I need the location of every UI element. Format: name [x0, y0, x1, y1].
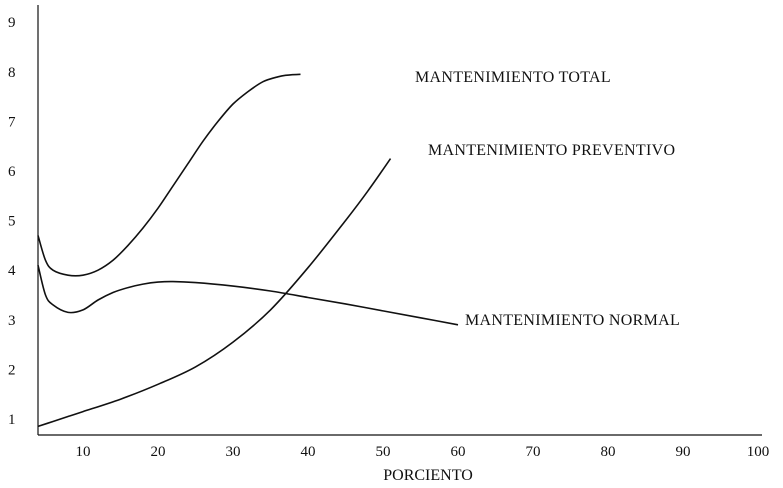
x-axis: 10 20 30 40 50 60 70 80 90 100 [38, 434, 770, 460]
y-tick-label: 7 [8, 114, 16, 130]
y-tick-label: 9 [8, 15, 16, 31]
y-tick-label: 8 [8, 65, 16, 81]
x-tick-label: 60 [451, 444, 466, 460]
series-line-mantenimiento-normal [37, 264, 459, 326]
x-tick-label: 100 [747, 444, 770, 460]
y-tick-label: 3 [8, 313, 16, 329]
series-label-mantenimiento-normal: MANTENIMIENTO NORMAL [465, 312, 680, 329]
x-tick-label: 90 [676, 444, 691, 460]
series-label-mantenimiento-preventivo: MANTENIMIENTO PREVENTIVO [428, 142, 675, 159]
y-tick-label: 6 [8, 164, 16, 180]
series-label-mantenimiento-total: MANTENIMIENTO TOTAL [415, 69, 611, 86]
x-tick-label: 70 [526, 444, 541, 460]
y-axis: 1 2 3 4 5 6 7 8 9 [8, 5, 39, 435]
x-tick-label: 10 [76, 444, 91, 460]
x-tick-label: 30 [226, 444, 241, 460]
x-tick-label: 40 [301, 444, 316, 460]
x-axis-label: PORCIENTO [383, 467, 473, 484]
y-tick-label: 1 [8, 412, 16, 428]
series-labels: MANTENIMIENTO TOTAL MANTENIMIENTO NORMAL M… [415, 69, 680, 329]
y-tick-label: 2 [8, 362, 16, 378]
y-tick-label: 5 [8, 214, 16, 230]
series-line-mantenimiento-preventivo [37, 158, 392, 428]
x-tick-label: 50 [376, 444, 391, 460]
series-lines [37, 73, 459, 428]
x-tick-label: 80 [601, 444, 616, 460]
y-tick-label: 4 [8, 263, 16, 279]
series-line-mantenimiento-total [37, 73, 301, 277]
x-tick-label: 20 [151, 444, 166, 460]
